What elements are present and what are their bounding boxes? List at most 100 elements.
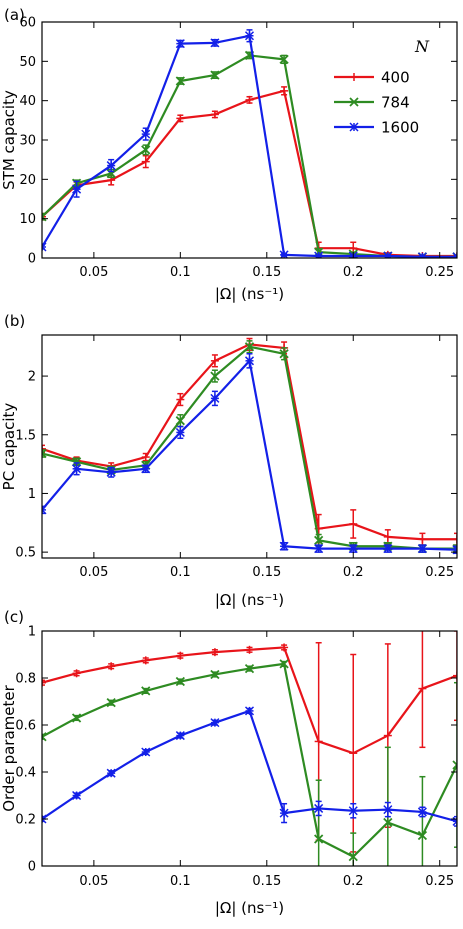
x-tick-label: 0.25 [425, 265, 454, 280]
data-point [417, 544, 427, 554]
x-tick-label: 0.15 [252, 265, 281, 280]
panel-a: 0.05 0.1 0.15 0.2 0.25 0 10 20 30 40 50 60 |Ω| (ns⁻¹… [0, 6, 458, 303]
data-point [417, 807, 427, 817]
data-point [141, 129, 151, 139]
error-bar [42, 505, 45, 515]
data-point [383, 817, 393, 828]
data-point [42, 444, 46, 453]
series-400 [42, 337, 457, 546]
data-point [42, 505, 47, 515]
data-point [417, 830, 428, 841]
data-point [72, 464, 82, 474]
legend-entry: 784 [334, 94, 410, 112]
series-784 [42, 659, 457, 866]
data-point [349, 244, 358, 253]
data-point [452, 760, 457, 770]
series-1600 [42, 706, 457, 827]
y-axis-label: PC capacity [0, 403, 18, 491]
data-point [244, 663, 255, 674]
data-point [280, 86, 289, 95]
legend-entry: 1600 [334, 119, 419, 137]
series-784 [42, 340, 457, 554]
data-point [71, 713, 82, 723]
series-line [42, 343, 457, 541]
y-tick-label: 0 [28, 252, 36, 267]
data-point [107, 662, 116, 671]
data-point [141, 453, 150, 462]
data-point [314, 535, 324, 546]
y-tick-label: 0.2 [15, 813, 36, 828]
data-point [452, 252, 457, 258]
y-tick-label: 20 [19, 173, 36, 188]
panel-label: (b) [4, 312, 25, 330]
data-point [348, 851, 358, 862]
error-bar [454, 815, 457, 827]
data-point [418, 684, 427, 693]
data-point [175, 39, 185, 49]
legend-label: 400 [381, 69, 410, 87]
data-point [383, 251, 393, 258]
data-point [176, 395, 185, 404]
data-point [314, 251, 324, 258]
x-axis-label: |Ω| (ns⁻¹) [215, 285, 284, 303]
data-point [210, 669, 220, 680]
error-bar [454, 545, 457, 555]
data-point [280, 643, 289, 652]
data-point [141, 145, 151, 155]
data-point [106, 161, 116, 171]
data-point [175, 427, 185, 437]
data-point [348, 806, 358, 816]
y-axis-label: Order parameter [0, 684, 18, 811]
x-tick-label: 0.05 [79, 265, 108, 280]
data-point [244, 31, 255, 41]
data-point [244, 706, 255, 716]
panel-label: (a) [4, 6, 25, 24]
panel-c: 0.05 0.1 0.15 0.2 0.25 0 0.2 0.4 0.6 0.8 1 |Ω| (ns⁻… [0, 608, 458, 917]
legend-label: 1600 [381, 119, 419, 137]
error-bar [42, 449, 45, 458]
x-tick-label: 0.15 [252, 565, 281, 580]
series-1600 [42, 29, 457, 258]
x-axis-label: |Ω| (ns⁻¹) [215, 591, 284, 609]
data-point [245, 95, 254, 104]
data-point [141, 464, 151, 474]
y-tick-label: 0.8 [15, 672, 36, 687]
data-point [210, 110, 219, 119]
data-point [71, 457, 82, 467]
data-point [42, 212, 47, 222]
x-tick-label: 0.05 [79, 874, 108, 889]
data-point [279, 541, 289, 551]
y-tick-label: 1 [28, 625, 36, 640]
data-point [383, 532, 392, 541]
plot-area [42, 29, 457, 258]
data-point [383, 544, 393, 554]
series-line [42, 345, 457, 550]
data-point [42, 678, 46, 687]
y-tick-label: 60 [19, 16, 36, 31]
data-point [176, 114, 185, 123]
data-point [383, 805, 393, 815]
data-point [42, 448, 47, 459]
y-tick-label: 50 [19, 55, 36, 70]
data-point [279, 54, 289, 65]
data-point [314, 834, 324, 844]
data-point [106, 768, 116, 778]
data-point [141, 747, 151, 757]
y-tick-label: 40 [19, 94, 36, 109]
data-point [453, 535, 457, 544]
y-axis-label: STM capacity [0, 90, 18, 190]
error-bar [42, 679, 45, 686]
data-point [279, 659, 289, 669]
y-tick-label: 1 [28, 487, 36, 502]
plot-frame [41, 334, 458, 559]
data-point [348, 544, 358, 554]
y-tick-label: 1.5 [15, 428, 36, 443]
x-tick-label: 0.1 [170, 565, 191, 580]
data-point [175, 76, 185, 86]
data-point [210, 70, 220, 80]
data-point [245, 645, 254, 654]
y-tick-label: 2 [28, 370, 36, 385]
data-point [141, 157, 150, 166]
